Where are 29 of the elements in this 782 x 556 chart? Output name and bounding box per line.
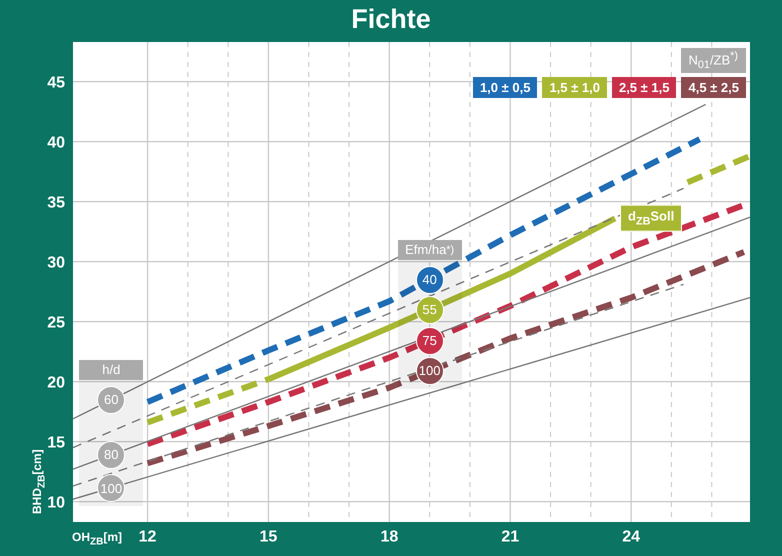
annotation: d$_{ZB}$Soll: [620, 205, 682, 232]
annotation: 75: [416, 326, 444, 355]
x-tick-label: 24: [622, 528, 640, 546]
y-tick-label: 10: [47, 494, 66, 512]
annotation: 60: [97, 386, 126, 414]
text: 1,0 ± 0,5: [480, 80, 530, 95]
y-tick-label: 45: [47, 74, 66, 92]
text: 2,5 ± 1,5: [618, 80, 670, 95]
annotation: 80: [97, 440, 126, 469]
x-tick-label: 21: [501, 528, 520, 546]
y-tick-label: 25: [47, 314, 66, 332]
text: 1,5 ± 1,0: [549, 80, 600, 95]
y-tick-label: 35: [47, 194, 66, 212]
y-tick-label: 30: [47, 254, 66, 272]
legend-title: N$_{01}$/ZB$^{*)}$: [680, 48, 746, 73]
annotation: 55: [416, 296, 444, 324]
annotation: 40: [416, 266, 444, 294]
x-tick-label: 15: [260, 528, 278, 546]
x-tick-label: 12: [138, 528, 157, 546]
x-tick-label: 18: [380, 528, 398, 546]
annotation: 100: [416, 356, 444, 385]
y-tick-label: 20: [47, 374, 66, 392]
text: 4,5 ± 2,5: [688, 80, 739, 95]
chart-title: Fichte: [350, 4, 432, 35]
y-tick-label: 40: [47, 134, 66, 152]
x-axis-title: OH$_{ZB}$[m]: [72, 530, 122, 548]
label-tag: h/d: [79, 360, 144, 380]
annotation: 100: [97, 474, 126, 502]
y-tick-label: 15: [47, 434, 66, 452]
